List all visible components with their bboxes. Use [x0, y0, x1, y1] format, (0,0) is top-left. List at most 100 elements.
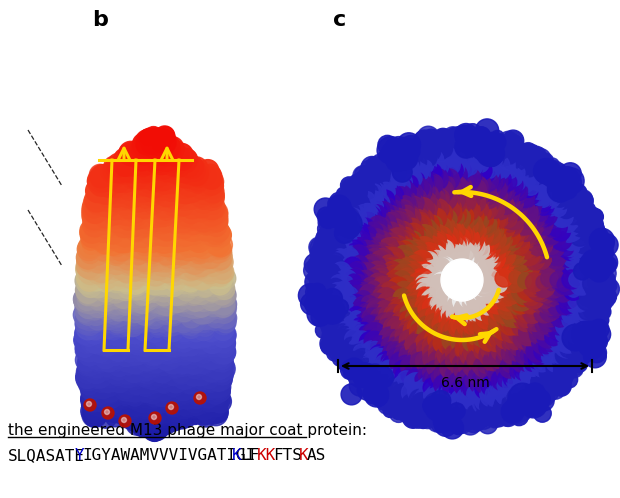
Circle shape [451, 201, 464, 215]
Circle shape [90, 393, 113, 417]
Circle shape [500, 241, 517, 257]
Circle shape [488, 223, 500, 235]
Circle shape [392, 335, 408, 351]
Circle shape [97, 301, 118, 322]
Circle shape [113, 266, 135, 288]
Circle shape [180, 256, 203, 278]
Circle shape [204, 298, 220, 314]
Circle shape [145, 142, 164, 160]
Circle shape [536, 243, 553, 259]
Circle shape [510, 191, 524, 205]
Circle shape [458, 216, 472, 231]
Circle shape [188, 216, 205, 233]
Circle shape [118, 341, 135, 358]
Circle shape [459, 337, 476, 354]
Circle shape [514, 233, 528, 247]
Circle shape [432, 161, 448, 178]
Circle shape [114, 235, 131, 251]
Circle shape [175, 204, 197, 226]
Circle shape [478, 302, 498, 322]
Circle shape [139, 159, 154, 174]
Circle shape [152, 271, 175, 294]
Circle shape [156, 174, 171, 189]
Circle shape [472, 296, 492, 315]
Circle shape [594, 279, 611, 295]
Circle shape [185, 258, 205, 277]
Circle shape [427, 200, 446, 219]
Circle shape [210, 241, 232, 262]
Circle shape [480, 252, 501, 273]
Circle shape [104, 404, 121, 421]
Circle shape [155, 307, 173, 324]
Circle shape [195, 350, 214, 369]
Circle shape [206, 335, 224, 352]
Circle shape [426, 193, 441, 209]
Circle shape [460, 298, 472, 310]
Circle shape [183, 191, 202, 209]
Circle shape [545, 329, 562, 346]
Circle shape [166, 237, 184, 255]
Circle shape [368, 347, 388, 367]
Circle shape [186, 368, 202, 384]
Circle shape [450, 177, 463, 191]
Circle shape [426, 305, 442, 321]
Circle shape [345, 341, 359, 354]
Circle shape [167, 216, 182, 231]
Circle shape [80, 242, 98, 259]
Circle shape [95, 225, 110, 239]
Circle shape [138, 172, 159, 193]
Circle shape [123, 146, 141, 165]
Circle shape [518, 307, 534, 323]
Circle shape [446, 235, 467, 256]
Circle shape [166, 211, 185, 230]
Circle shape [343, 252, 360, 269]
Circle shape [182, 350, 205, 372]
Circle shape [464, 305, 485, 326]
Circle shape [149, 359, 166, 376]
Circle shape [120, 262, 138, 279]
Circle shape [386, 328, 401, 343]
Circle shape [184, 381, 208, 405]
Circle shape [482, 404, 495, 418]
Circle shape [182, 220, 203, 241]
Circle shape [171, 193, 193, 216]
Circle shape [480, 275, 495, 291]
Circle shape [141, 395, 164, 417]
Circle shape [335, 331, 347, 343]
Circle shape [510, 293, 526, 310]
Circle shape [418, 215, 439, 236]
Circle shape [388, 300, 408, 321]
Circle shape [399, 266, 420, 287]
Circle shape [146, 397, 164, 417]
Circle shape [494, 319, 515, 341]
Circle shape [438, 139, 458, 158]
Circle shape [153, 238, 169, 254]
Circle shape [569, 225, 591, 246]
Circle shape [334, 215, 348, 229]
Circle shape [111, 310, 127, 326]
Circle shape [481, 133, 500, 152]
Circle shape [474, 281, 496, 303]
Circle shape [98, 216, 116, 234]
Circle shape [217, 326, 231, 340]
Circle shape [514, 212, 533, 231]
Circle shape [156, 213, 175, 232]
Circle shape [97, 246, 118, 266]
Circle shape [490, 195, 505, 209]
Circle shape [404, 316, 423, 336]
Circle shape [113, 336, 136, 360]
Circle shape [172, 235, 188, 250]
Circle shape [387, 317, 408, 338]
Circle shape [173, 293, 196, 316]
Circle shape [182, 284, 203, 305]
Circle shape [457, 316, 476, 336]
Circle shape [117, 269, 136, 289]
Circle shape [305, 271, 327, 293]
Circle shape [187, 343, 203, 360]
Circle shape [116, 386, 131, 402]
Circle shape [205, 388, 223, 406]
Circle shape [189, 406, 206, 423]
Circle shape [491, 331, 503, 343]
Circle shape [133, 139, 157, 163]
Circle shape [155, 237, 169, 251]
